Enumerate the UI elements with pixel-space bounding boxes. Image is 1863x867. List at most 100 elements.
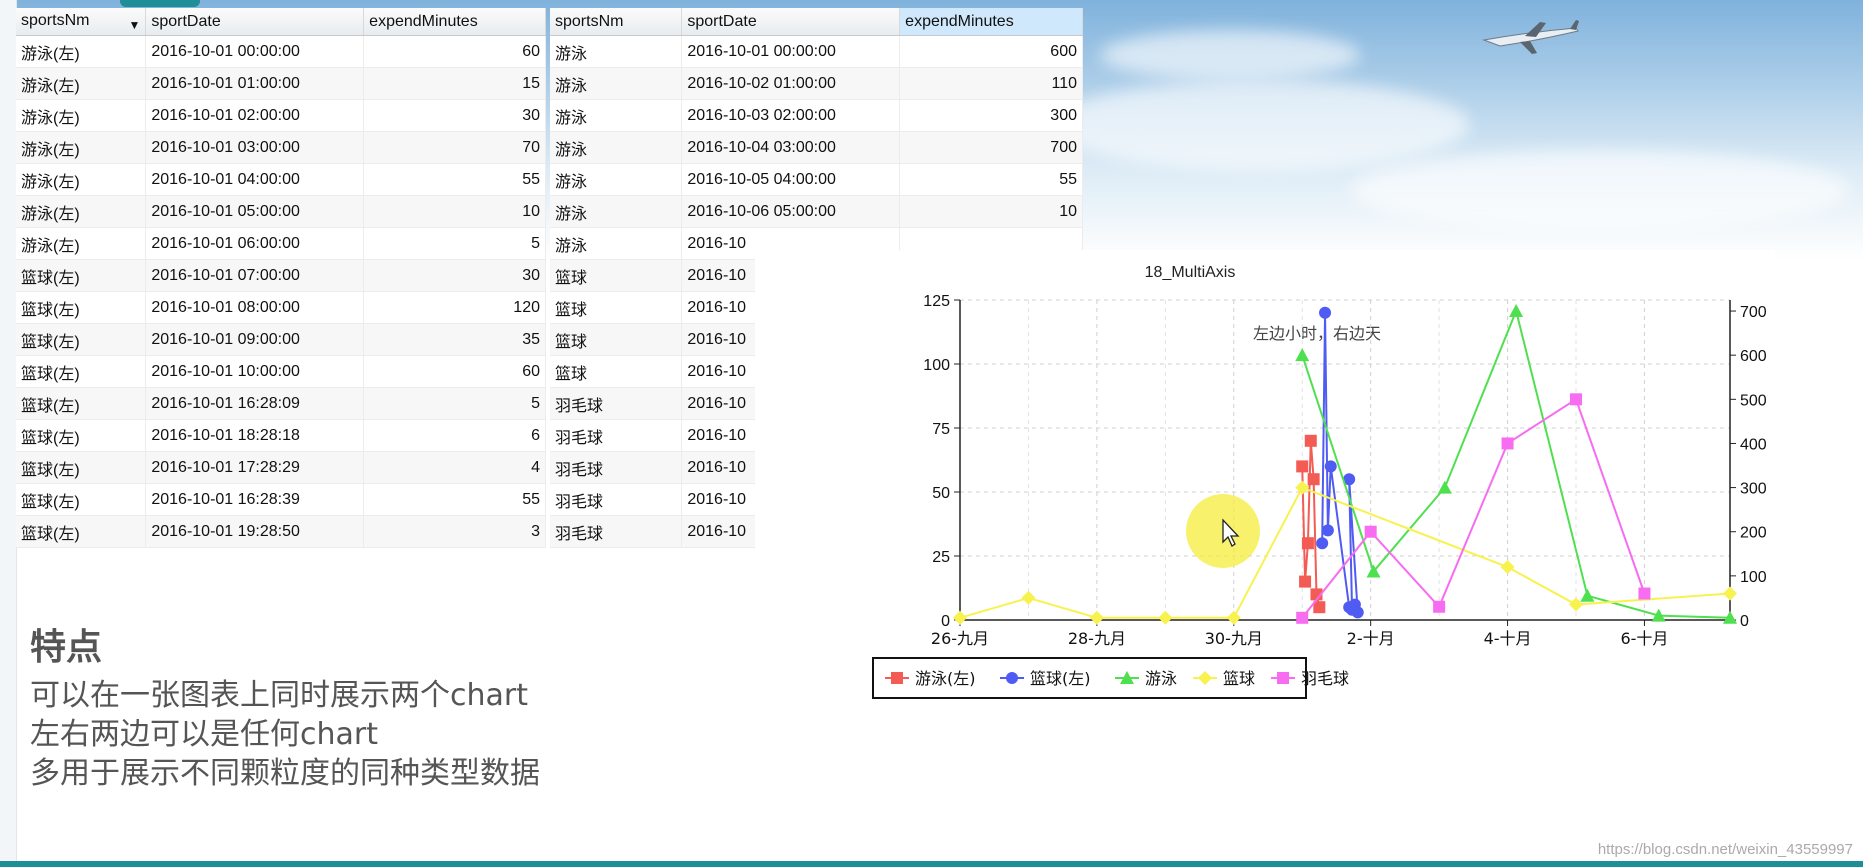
table-cell-sportsNm: 篮球(左): [16, 483, 147, 516]
column-header-sportsNm[interactable]: sportsNm ▼: [16, 8, 147, 36]
chart-background: [755, 250, 1775, 840]
table-cell-sportDate: 2016-10-03 02:00:00: [681, 99, 901, 132]
table-cell-sportDate: 2016-10-01 17:28:29: [145, 451, 365, 484]
data-point: [1324, 460, 1337, 473]
table-row[interactable]: 游泳 2016-10-03 02:00:00 300: [550, 99, 1083, 132]
legend-entry: 篮球: [1223, 669, 1255, 688]
table-cell-sportDate: 2016-10-02 01:00:00: [681, 67, 901, 100]
airplane-icon: [1482, 20, 1579, 54]
data-point: [1307, 473, 1320, 486]
table-cell-sportDate: 2016-10-01 18:28:18: [145, 419, 365, 452]
table-row[interactable]: 篮球(左) 2016-10-01 16:28:09 5: [16, 387, 546, 420]
column-header-label: sportDate: [151, 12, 221, 30]
data-point: [1343, 473, 1356, 486]
table-cell-sportsNm: 篮球(左): [16, 355, 147, 388]
table-row[interactable]: 游泳(左) 2016-10-01 05:00:00 10: [16, 195, 546, 228]
table-row[interactable]: 游泳(左) 2016-10-01 02:00:00 30: [16, 99, 546, 132]
data-point: [1570, 393, 1582, 406]
table-cell-sportDate: 2016-10-01 00:00:00: [145, 35, 365, 68]
table-cell-expendMinutes: 4: [363, 451, 546, 484]
table-cell-expendMinutes: 70: [363, 131, 546, 164]
sort-desc-icon[interactable]: ▼: [128, 17, 141, 32]
x-tick-label: 30-九月: [1205, 629, 1263, 648]
data-point: [1364, 525, 1377, 538]
table-cell-expendMinutes: 300: [899, 99, 1083, 132]
table-cell-expendMinutes: 60: [363, 35, 546, 68]
table-row[interactable]: 篮球(左) 2016-10-01 08:00:00 120: [16, 291, 546, 324]
table-row[interactable]: 游泳(左) 2016-10-01 04:00:00 55: [16, 163, 546, 196]
table-row[interactable]: 篮球(左) 2016-10-01 18:28:18 6: [16, 419, 546, 452]
bottom-accent-bar: [0, 861, 1863, 867]
table-row[interactable]: 游泳(左) 2016-10-01 00:00:00 60: [16, 35, 546, 68]
x-tick-label: 6-十月: [1620, 629, 1668, 648]
data-point: [1299, 575, 1312, 588]
data-point: [953, 610, 967, 625]
data-point: [1296, 611, 1309, 624]
table-row[interactable]: 游泳 2016-10-01 00:00:00 600: [550, 35, 1083, 68]
table-cell-expendMinutes: 6: [363, 419, 546, 452]
table-cell-sportDate: 2016-10-01 09:00:00: [145, 323, 365, 356]
table-row[interactable]: 篮球(左) 2016-10-01 17:28:29 4: [16, 451, 546, 484]
column-header-sportDate[interactable]: sportDate: [145, 8, 365, 36]
feature-line-2: 左右两边可以是任何chart: [30, 717, 378, 752]
table-cell-sportsNm: 篮球: [550, 355, 683, 388]
y-right-tick-label: 200: [1740, 525, 1767, 542]
chart-axes: 0 25 50 75 100 125 0 100 200 300 400 500 600 700 26-九月…: [923, 293, 1767, 648]
table-row[interactable]: 游泳 2016-10-04 03:00:00 700: [550, 131, 1083, 164]
table-row[interactable]: 游泳(左) 2016-10-01 06:00:00 5: [16, 227, 546, 260]
data-point: [1723, 586, 1737, 601]
column-header-expendMinutes[interactable]: expendMinutes: [363, 8, 546, 36]
column-header-sportsNm[interactable]: sportsNm: [550, 8, 683, 36]
chart-title: 18_MultiAxis: [1145, 264, 1236, 281]
table-row[interactable]: 篮球(左) 2016-10-01 19:28:50 3: [16, 515, 546, 548]
data-point: [1313, 601, 1326, 614]
table-cell-sportDate: 2016-10-01 02:00:00: [145, 99, 365, 132]
table-cell-sportsNm: 游泳(左): [16, 131, 147, 164]
table-row[interactable]: 游泳 2016-10-02 01:00:00 110: [550, 67, 1083, 100]
table-cell-sportsNm: 羽毛球: [550, 451, 683, 484]
series-4: [1296, 393, 1651, 624]
table-cell-sportsNm: 篮球: [550, 291, 683, 324]
table-cell-expendMinutes: 30: [363, 259, 546, 292]
table-row[interactable]: 篮球(左) 2016-10-01 10:00:00 60: [16, 355, 546, 388]
data-point: [1021, 590, 1036, 605]
table-row[interactable]: 游泳 2016-10-05 04:00:00 55: [550, 163, 1083, 196]
legend-swatch-marker: [1120, 671, 1134, 684]
data-point: [1501, 437, 1514, 450]
data-point: [1319, 306, 1332, 319]
table-cell-sportsNm: 游泳: [550, 99, 683, 132]
data-point: [1226, 610, 1241, 625]
table-cell-sportDate: 2016-10-01 16:28:09: [145, 387, 365, 420]
y-right-tick-label: 600: [1740, 348, 1767, 365]
x-tick-label: 26-九月: [931, 629, 989, 648]
mouse-cursor-icon: [1222, 518, 1240, 547]
table-cell-sportDate: 2016-10-01 07:00:00: [145, 259, 365, 292]
table-cell-expendMinutes: 10: [363, 195, 546, 228]
table-cell-sportsNm: 篮球(左): [16, 323, 147, 356]
y-left-tick-label: 100: [923, 357, 950, 374]
watermark: https://blog.csdn.net/weixin_43559997: [1597, 841, 1853, 858]
data-point: [1301, 537, 1314, 550]
table-row[interactable]: 游泳 2016-10-06 05:00:00 10: [550, 195, 1083, 228]
table-cell-expendMinutes: 5: [363, 227, 546, 260]
table-cell-sportsNm: 游泳(左): [16, 227, 147, 260]
table-cell-sportsNm: 游泳: [550, 67, 683, 100]
table-row[interactable]: 篮球(左) 2016-10-01 07:00:00 30: [16, 259, 546, 292]
data-point: [1723, 610, 1737, 624]
column-header-sportDate[interactable]: sportDate: [681, 8, 901, 36]
column-header-expendMinutes[interactable]: expendMinutes: [899, 8, 1083, 36]
data-point: [1580, 588, 1595, 602]
table-row[interactable]: 游泳(左) 2016-10-01 03:00:00 70: [16, 131, 546, 164]
y-right-tick-label: 700: [1740, 304, 1767, 321]
y-right-tick-label: 0: [1740, 613, 1749, 630]
table-cell-sportDate: 2016-10-01 10:00:00: [145, 355, 365, 388]
table-row[interactable]: 游泳(左) 2016-10-01 01:00:00 15: [16, 67, 546, 100]
data-point: [1089, 610, 1104, 625]
features-panel: 特点 可以在一张图表上同时展示两个chart 左右两边可以是任何chart 多用…: [30, 618, 540, 793]
table-cell-sportsNm: 篮球(左): [16, 419, 147, 452]
table-row[interactable]: 篮球(左) 2016-10-01 09:00:00 35: [16, 323, 546, 356]
column-header-label: sportsNm: [21, 11, 90, 29]
data-point: [1316, 537, 1329, 550]
y-right-tick-label: 300: [1740, 481, 1767, 498]
table-row[interactable]: 篮球(左) 2016-10-01 16:28:39 55: [16, 483, 546, 516]
